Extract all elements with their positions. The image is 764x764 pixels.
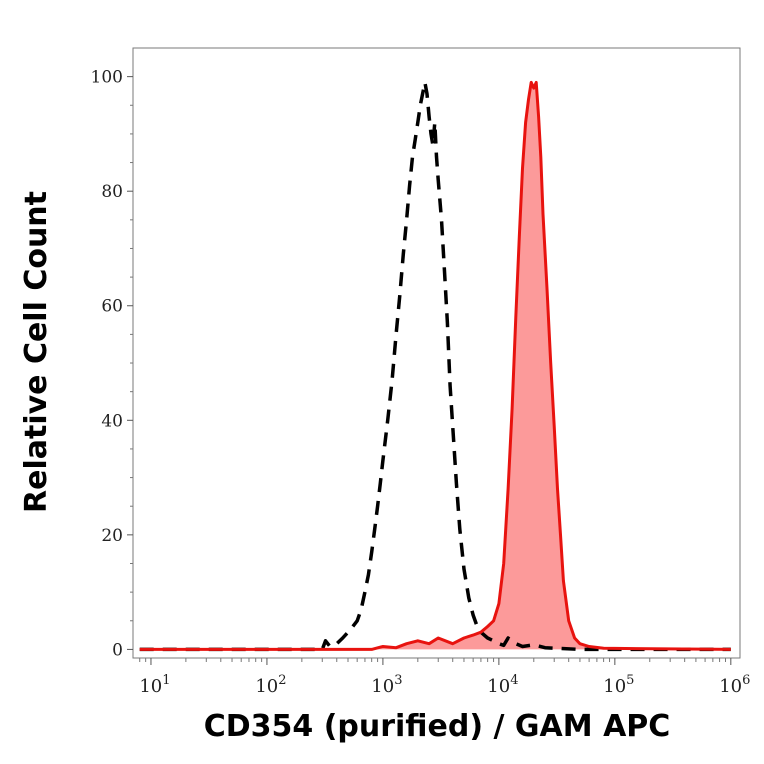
plot-frame <box>132 47 741 659</box>
x-axis: 101 102 103 104 105 106 <box>139 658 750 697</box>
plot-area <box>132 47 741 659</box>
x-tick-label-3: 104 <box>487 673 518 697</box>
x-tick-label-5: 106 <box>719 673 750 697</box>
y-axis: 0 20 40 60 80 100 <box>91 68 133 660</box>
y-tick-label-0: 0 <box>112 640 123 660</box>
series-line-1 <box>139 80 731 651</box>
y-axis-title: Relative Cell Count <box>19 191 54 513</box>
y-tick-label-5: 100 <box>91 68 123 88</box>
x-axis-title: CD354 (purified) / GAM APC <box>204 709 671 744</box>
x-tick-label-0: 101 <box>139 673 170 697</box>
y-tick-label-3: 60 <box>101 297 123 317</box>
y-tick-label-2: 40 <box>101 411 123 431</box>
y-tick-label-4: 80 <box>101 182 123 202</box>
series-fill-1 <box>139 82 731 650</box>
x-tick-label-4: 105 <box>603 673 634 697</box>
y-tick-label-1: 20 <box>101 526 123 546</box>
x-tick-label-1: 102 <box>255 673 286 697</box>
series-line-0 <box>139 80 731 652</box>
x-tick-label-2: 103 <box>371 673 402 697</box>
